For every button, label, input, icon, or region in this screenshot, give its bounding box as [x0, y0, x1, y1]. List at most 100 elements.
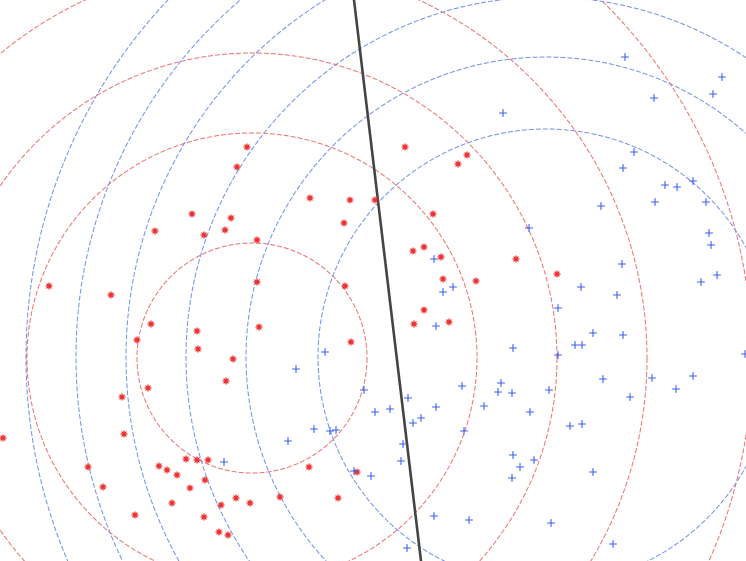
blue-plus-point	[696, 277, 706, 287]
red-star-point	[253, 236, 261, 244]
blue-plus-point	[588, 328, 598, 338]
red-star-point	[429, 210, 437, 218]
red-star-point	[107, 291, 115, 299]
blue-plus-point	[618, 330, 628, 340]
red-star-point	[512, 255, 520, 263]
blue-plus-point	[320, 347, 330, 357]
blue-plus-point	[544, 385, 554, 395]
blue-plus-point	[553, 350, 563, 360]
red-star-point	[334, 494, 342, 502]
blue-plus-point	[498, 108, 508, 118]
red-contour-ring	[0, 0, 648, 561]
red-star-point	[472, 277, 480, 285]
red-star-point	[340, 219, 348, 227]
blue-plus-point	[712, 270, 722, 280]
blue-contour-ring	[317, 128, 746, 561]
blue-plus-point	[565, 421, 575, 431]
red-star-point	[246, 499, 254, 507]
red-star-point	[409, 247, 417, 255]
red-star-point	[420, 306, 428, 314]
blue-plus-point	[448, 282, 458, 292]
red-star-point	[222, 377, 230, 385]
blue-plus-point	[717, 72, 727, 82]
blue-plus-point	[546, 518, 556, 528]
red-star-point	[133, 336, 141, 344]
blue-plus-point	[598, 374, 608, 384]
red-star-point	[463, 151, 471, 159]
blue-plus-point	[701, 197, 711, 207]
blue-plus-point	[647, 373, 657, 383]
blue-plus-point	[708, 89, 718, 99]
red-star-point	[200, 231, 208, 239]
red-star-point	[99, 483, 107, 491]
red-star-point	[0, 434, 7, 442]
blue-plus-point	[508, 450, 518, 460]
red-star-point	[553, 270, 561, 278]
red-star-point	[215, 528, 223, 536]
red-star-point	[253, 278, 261, 286]
blue-plus-point	[688, 371, 698, 381]
blue-plus-point	[283, 436, 293, 446]
decision-boundary	[352, 0, 423, 561]
red-star-point	[233, 163, 241, 171]
blue-plus-point	[219, 457, 229, 467]
red-star-point	[276, 493, 284, 501]
red-star-point	[243, 143, 251, 151]
red-star-point	[306, 194, 314, 202]
blue-plus-point	[396, 456, 406, 466]
blue-plus-point	[524, 223, 534, 233]
red-star-point	[439, 275, 447, 283]
red-contour-ring	[0, 52, 558, 561]
blue-plus-point	[629, 147, 639, 157]
red-star-point	[144, 384, 152, 392]
boundary-line	[352, 0, 423, 561]
blue-plus-point	[508, 343, 518, 353]
blue-plus-point	[570, 340, 580, 350]
blue-plus-point	[349, 466, 359, 476]
red-star-point	[193, 327, 201, 335]
red-star-point	[194, 345, 202, 353]
blue-plus-point	[660, 180, 670, 190]
blue-plus-point	[740, 349, 746, 359]
blue-plus-point	[479, 401, 489, 411]
blue-plus-point	[704, 228, 714, 238]
red-star-point	[204, 456, 212, 464]
red-star-point	[221, 226, 229, 234]
red-star-point	[255, 323, 263, 331]
red-star-point	[155, 462, 163, 470]
blue-contour-ring	[25, 0, 169, 561]
red-star-point	[420, 243, 428, 251]
blue-plus-point	[464, 515, 474, 525]
blue-plus-point	[620, 52, 630, 62]
blue-contour-ring	[245, 56, 746, 561]
blue-plus-point	[617, 259, 627, 269]
blue-plus-point	[525, 407, 535, 417]
blue-plus-point	[608, 539, 618, 549]
blue-contour-ring	[125, 0, 326, 561]
red-star-point	[353, 468, 361, 476]
blue-plus-point	[431, 321, 441, 331]
blue-plus-point	[429, 511, 439, 521]
blue-plus-point	[416, 413, 426, 423]
red-star-point	[341, 282, 349, 290]
blue-plus-point	[576, 282, 586, 292]
red-star-point	[232, 494, 240, 502]
red-star-point	[224, 531, 232, 539]
red-star-point	[193, 456, 201, 464]
blue-plus-point	[402, 543, 412, 553]
blue-plus-point	[496, 378, 506, 388]
red-star-point	[454, 160, 462, 168]
blue-plus-point	[385, 404, 395, 414]
blue-plus-point	[706, 240, 716, 250]
blue-plus-point	[553, 303, 563, 313]
blue-plus-point	[507, 473, 517, 483]
blue-plus-point	[577, 419, 587, 429]
blue-plus-point	[431, 402, 441, 412]
red-star-point	[84, 463, 92, 471]
blue-plus-point	[331, 425, 341, 435]
blue-plus-point	[650, 197, 660, 207]
blue-plus-point	[493, 387, 503, 397]
red-star-point	[151, 227, 159, 235]
blue-plus-point	[370, 407, 380, 417]
